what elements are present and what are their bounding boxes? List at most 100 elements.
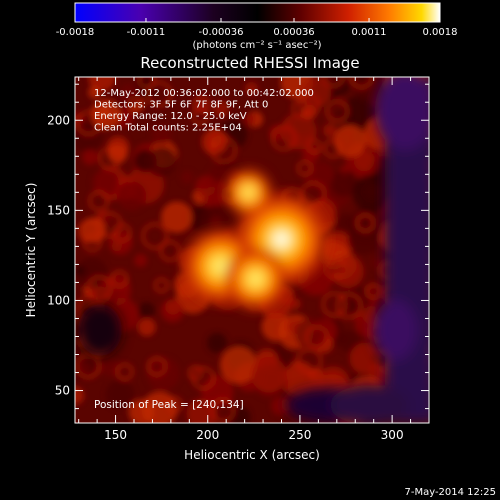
y-axis-label: Heliocentric Y (arcsec) <box>24 183 38 318</box>
emission-source <box>273 231 290 248</box>
texture-ring <box>110 269 129 288</box>
x-tick-label: 300 <box>381 428 404 442</box>
texture-blob <box>216 180 227 191</box>
negative-regions <box>78 77 429 423</box>
texture-blob <box>75 257 108 290</box>
texture-ring <box>116 362 134 381</box>
texture-ring <box>75 353 101 379</box>
texture-ring <box>323 138 343 159</box>
negative-region <box>375 77 429 150</box>
texture-ring <box>365 283 382 300</box>
colorbar-tick-label: 0.0018 <box>423 27 458 38</box>
colorbar-unit-label: (photons cm⁻² s⁻¹ asec⁻²) <box>192 40 321 51</box>
texture-ring <box>191 107 209 125</box>
emission-source <box>250 273 262 285</box>
texture-blob <box>87 285 110 308</box>
texture-ring <box>209 132 225 148</box>
texture-ring <box>98 146 122 170</box>
x-tick-label: 200 <box>196 428 219 442</box>
texture-ring <box>88 190 110 212</box>
texture-blob <box>281 360 317 397</box>
texture-ring <box>305 325 329 349</box>
texture-blob <box>82 149 98 165</box>
texture-blob <box>347 222 381 255</box>
texture-blob <box>88 86 101 99</box>
texture-blob <box>251 356 287 393</box>
emission-sources <box>183 169 328 310</box>
texture-blob <box>116 181 147 211</box>
texture-ring <box>75 110 102 136</box>
texture-blob <box>101 358 120 377</box>
texture-blob <box>244 113 256 126</box>
negative-region <box>373 300 417 360</box>
texture-blob <box>219 346 258 384</box>
negative-region <box>330 385 410 423</box>
texture-ring <box>306 138 322 155</box>
colorbar-tick-label: -0.00036 <box>199 27 244 38</box>
plot-frame <box>74 76 430 424</box>
y-axis-ticks: 50 100 150 200 <box>47 83 429 410</box>
footer-date: 7-May-2014 12:25 <box>404 487 496 498</box>
texture-blob <box>138 302 155 319</box>
texture-blob <box>290 298 301 310</box>
texture-blob <box>151 124 172 145</box>
texture-ring <box>355 213 376 233</box>
texture-blob <box>186 398 218 423</box>
texture-ring <box>324 257 348 280</box>
texture-blob <box>161 201 193 234</box>
texture-blob <box>244 81 258 95</box>
texture-blob <box>134 253 148 267</box>
texture-blob <box>295 317 329 351</box>
texture-ring <box>138 77 156 89</box>
y-tick-label: 50 <box>55 384 70 398</box>
texture-ring <box>321 291 347 317</box>
colorbar-strip <box>74 2 441 23</box>
annotation-line: 12-May-2012 00:36:02.000 to 00:42:02.000 <box>94 88 314 99</box>
y-tick-label: 200 <box>47 113 70 127</box>
texture-ring <box>271 125 297 152</box>
texture-blob <box>181 171 194 184</box>
y-tick-label: 150 <box>47 203 70 217</box>
texture-blob <box>349 342 381 374</box>
texture-ring <box>191 366 216 390</box>
colorbar-tick-label: 0.0011 <box>352 27 387 38</box>
x-axis-label: Heliocentric X (arcsec) <box>184 448 320 462</box>
x-axis-ticks: 150 200 250 300 <box>78 77 430 442</box>
annotation-line: Clean Total counts: 2.25E+04 <box>94 123 242 134</box>
colorbar-tick-label: -0.0018 <box>56 27 95 38</box>
heatmap-image <box>75 77 429 423</box>
texture-blob <box>91 169 119 197</box>
texture-blob <box>207 332 228 353</box>
texture-ring <box>210 397 236 423</box>
texture-blob <box>312 164 335 187</box>
texture-ring <box>187 365 203 381</box>
colorbar: -0.0018 -0.0011 -0.00036 0.00036 0.0011 0.001… <box>56 2 458 51</box>
texture-ring <box>96 211 123 238</box>
texture-ring <box>296 347 323 374</box>
texture-blob <box>75 121 103 153</box>
texture-blob <box>352 174 391 213</box>
colorbar-tick-label: 0.00036 <box>273 27 314 38</box>
texture-blob <box>271 396 291 416</box>
annotation-line: Energy Range: 12.0 - 25.0 keV <box>94 111 247 122</box>
texture-ring <box>82 232 102 252</box>
texture-blob <box>146 146 177 177</box>
texture-ring <box>141 222 169 250</box>
negative-region <box>78 304 122 356</box>
texture-ring <box>335 292 363 320</box>
texture-blob <box>213 100 230 117</box>
texture-ring <box>146 356 167 377</box>
texture-ring <box>300 181 327 208</box>
x-tick-label: 150 <box>104 428 127 442</box>
texture-blob <box>331 255 364 288</box>
texture-ring <box>146 81 173 108</box>
texture-ring <box>165 396 183 414</box>
texture-blob <box>323 123 337 138</box>
emission-source <box>214 259 228 273</box>
colorbar-tick-labels: -0.0018 -0.0011 -0.00036 0.00036 0.0011 0.001… <box>56 27 458 38</box>
texture-blob <box>118 83 142 108</box>
texture-blob <box>302 144 320 163</box>
texture-ring <box>325 99 349 123</box>
texture-blob <box>165 299 181 315</box>
